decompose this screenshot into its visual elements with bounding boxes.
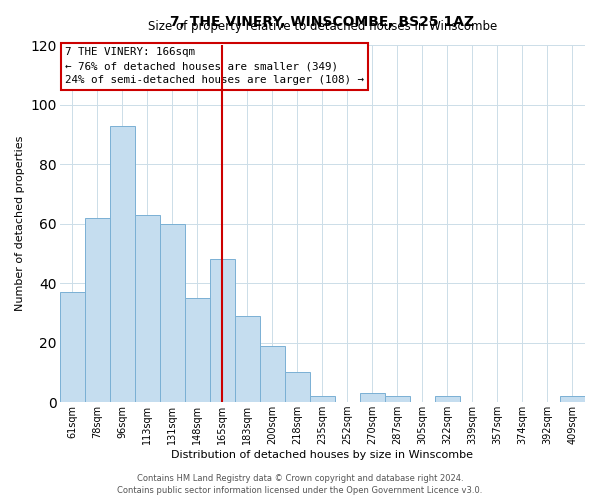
Bar [60,292,85,402]
Title: 7, THE VINERY, WINSCOMBE, BS25 1AZ: 7, THE VINERY, WINSCOMBE, BS25 1AZ [170,15,475,29]
Bar [310,396,335,402]
Bar [285,372,310,402]
X-axis label: Distribution of detached houses by size in Winscombe: Distribution of detached houses by size … [172,450,473,460]
Text: Contains HM Land Registry data © Crown copyright and database right 2024.
Contai: Contains HM Land Registry data © Crown c… [118,474,482,495]
Text: 7 THE VINERY: 166sqm
← 76% of detached houses are smaller (349)
24% of semi-deta: 7 THE VINERY: 166sqm ← 76% of detached h… [65,47,364,85]
Bar [160,224,185,402]
Bar [85,218,110,402]
Text: Size of property relative to detached houses in Winscombe: Size of property relative to detached ho… [148,20,497,33]
Bar [110,126,135,402]
Bar [385,396,410,402]
Bar [210,260,235,402]
Bar [135,215,160,402]
Y-axis label: Number of detached properties: Number of detached properties [15,136,25,312]
Bar [235,316,260,402]
Bar [185,298,210,402]
Bar [360,393,385,402]
Bar [435,396,460,402]
Bar [560,396,585,402]
Bar [260,346,285,402]
